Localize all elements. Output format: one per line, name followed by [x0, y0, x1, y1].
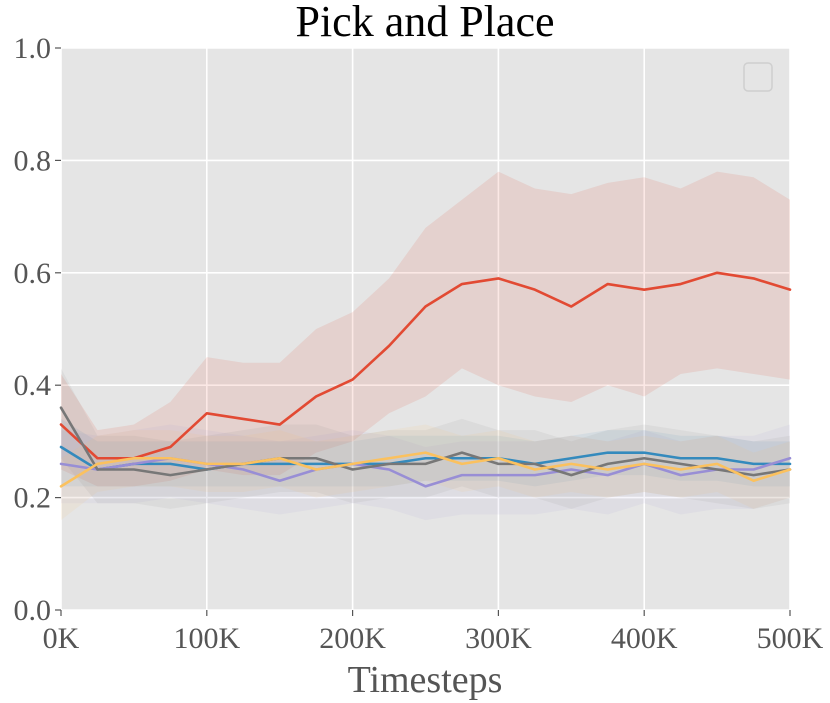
y-tick-label: 0.0 [14, 594, 52, 627]
x-axis-label: Timesteps [348, 659, 503, 701]
x-tick-label: 400K [611, 622, 678, 655]
y-tick-label: 0.2 [14, 482, 52, 515]
series-2-line [59, 445, 792, 471]
y-tick-label: 0.8 [14, 144, 52, 177]
x-tick-label: 300K [465, 622, 532, 655]
y-tick-label: 0.4 [14, 369, 52, 402]
legend-box [743, 62, 773, 92]
x-tick-label: 200K [319, 622, 386, 655]
chart-title: Pick and Place [295, 0, 554, 46]
series-4-band [61, 368, 790, 509]
x-tick-label: 100K [173, 622, 240, 655]
x-tick-label: 0K [43, 622, 80, 655]
axis-ticks: 0K 100K 200K 300K 400K 500K 0.0 0.2 0.4 0.6 0.8 1.0 [14, 32, 824, 655]
x-tick-label: 500K [757, 622, 824, 655]
grid [60, 47, 791, 611]
series-1-line [59, 271, 792, 460]
series-3-band [61, 424, 790, 521]
series-5-band [61, 424, 790, 521]
series-4-line [59, 406, 792, 477]
plot-background [61, 48, 790, 610]
series-lines [59, 271, 792, 488]
series-1-band [61, 171, 790, 487]
confidence-bands [61, 171, 790, 521]
series-5-line [59, 451, 792, 488]
y-tick-label: 0.6 [14, 257, 52, 290]
y-tick-label: 1.0 [14, 32, 52, 65]
